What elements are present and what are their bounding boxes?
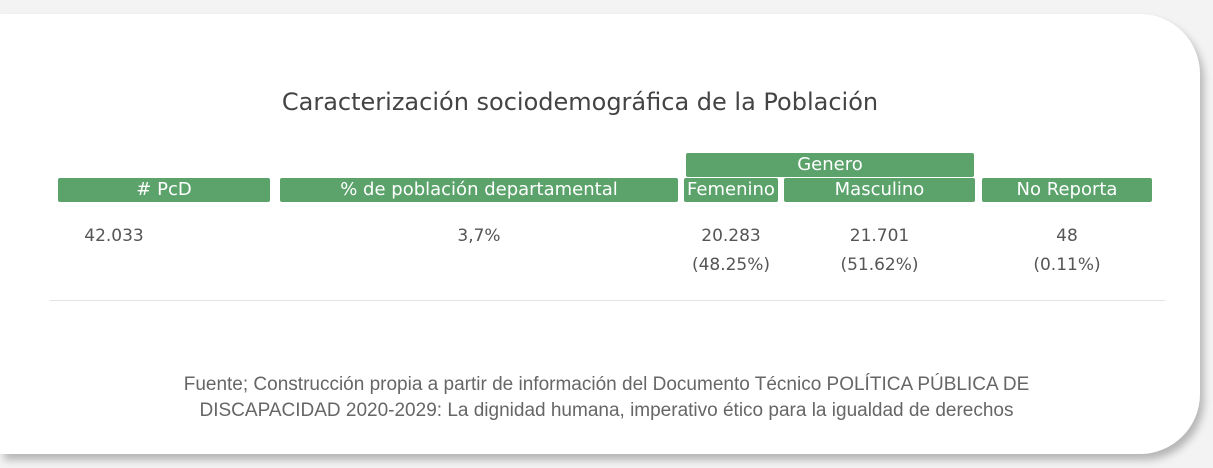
row-divider <box>50 300 1165 301</box>
table-cell: 48 <box>1056 226 1078 246</box>
group-header: Genero <box>686 153 974 177</box>
column-header: % de población departamental <box>280 178 678 202</box>
column-header: # PcD <box>58 178 270 202</box>
column-header: Masculino <box>784 178 975 202</box>
footer-line: DISCAPACIDAD 2020-2029: La dignidad huma… <box>199 400 1014 421</box>
table-cell: (0.11%) <box>1033 255 1101 275</box>
column-header: No Reporta <box>982 178 1152 202</box>
column-header: Femenino <box>684 178 778 202</box>
table-cell: 20.283 <box>701 226 761 246</box>
footer-line: Fuente; Construcción propia a partir de … <box>183 374 1030 395</box>
card <box>0 14 1200 454</box>
table-title: Caracterización sociodemográfica de la P… <box>281 88 879 116</box>
table-cell: 42.033 <box>84 226 144 246</box>
table-cell: 3,7% <box>457 226 501 246</box>
table-cell: 21.701 <box>849 226 910 246</box>
table-cell: (51.62%) <box>840 255 919 275</box>
table-cell: (48.25%) <box>691 255 771 275</box>
